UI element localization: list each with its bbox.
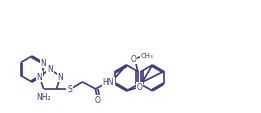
Text: N: N [37, 72, 43, 81]
Text: NH₂: NH₂ [36, 93, 51, 101]
Text: N: N [58, 72, 63, 81]
Text: O: O [94, 96, 100, 105]
Text: S: S [67, 85, 72, 94]
Text: N: N [47, 65, 53, 74]
Text: N: N [40, 59, 46, 67]
Text: CH₃: CH₃ [140, 53, 153, 59]
Text: O: O [137, 83, 143, 92]
Text: HN: HN [103, 78, 114, 87]
Text: O: O [131, 54, 137, 63]
